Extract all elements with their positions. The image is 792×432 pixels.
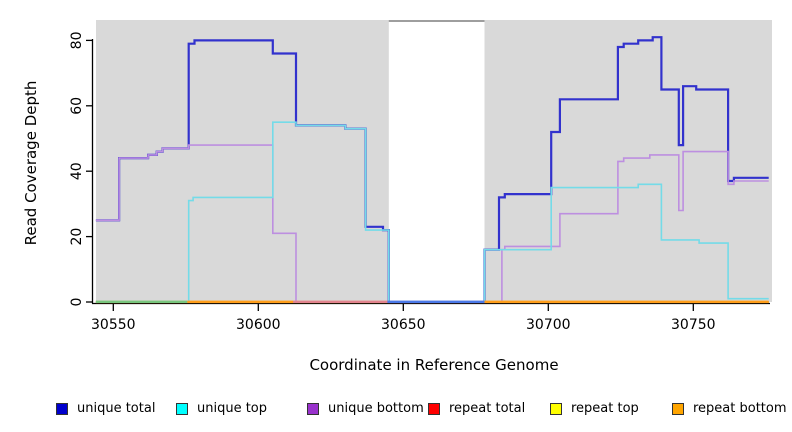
legend-item-repeat-total: repeat total [428, 401, 525, 416]
legend-item-unique-total: unique total [56, 401, 155, 416]
legend-item-repeat-bottom: repeat bottom [672, 401, 787, 416]
legend-item-unique-top: unique top [176, 401, 267, 416]
legend-label: repeat top [571, 401, 639, 416]
legend-item-unique-bottom: unique bottom [307, 401, 424, 416]
coverage-gap-region [388, 22, 485, 302]
x-axis-tick-label: 30650 [381, 317, 426, 333]
legend-swatch-unique-top [176, 402, 188, 415]
legend-item-repeat-top: repeat top [550, 401, 639, 416]
legend-swatch-repeat-bottom [672, 402, 684, 415]
y-axis-tick-label: 20 [69, 228, 85, 246]
y-axis-tick-label: 80 [69, 31, 85, 49]
y-axis-tick-label: 0 [69, 298, 85, 307]
y-axis-tick-label: 40 [69, 162, 85, 180]
x-axis-title: Coordinate in Reference Genome [309, 356, 559, 374]
y-axis-title: Read Coverage Depth [22, 80, 40, 246]
x-axis-tick-label: 30600 [236, 317, 281, 333]
x-axis-tick-label: 30550 [91, 317, 136, 333]
x-axis-tick-label: 30750 [671, 317, 716, 333]
series-line-unique-total [95, 36, 769, 304]
legend-label: repeat bottom [693, 401, 787, 416]
legend-label: unique total [77, 401, 156, 416]
legend-label: repeat total [449, 401, 526, 416]
legend-label: unique top [197, 401, 268, 416]
legend-swatch-unique-total [56, 402, 68, 415]
legend-swatch-unique-bottom [307, 402, 319, 415]
legend-swatch-repeat-total [428, 402, 440, 415]
y-axis-tick-label: 60 [69, 97, 85, 115]
series-line-unique-top [95, 121, 769, 303]
legend-swatch-repeat-top [550, 402, 562, 415]
legend-label: unique bottom [328, 401, 424, 416]
x-axis-tick-label: 30700 [526, 317, 571, 333]
series-line-unique-bottom [95, 144, 769, 303]
